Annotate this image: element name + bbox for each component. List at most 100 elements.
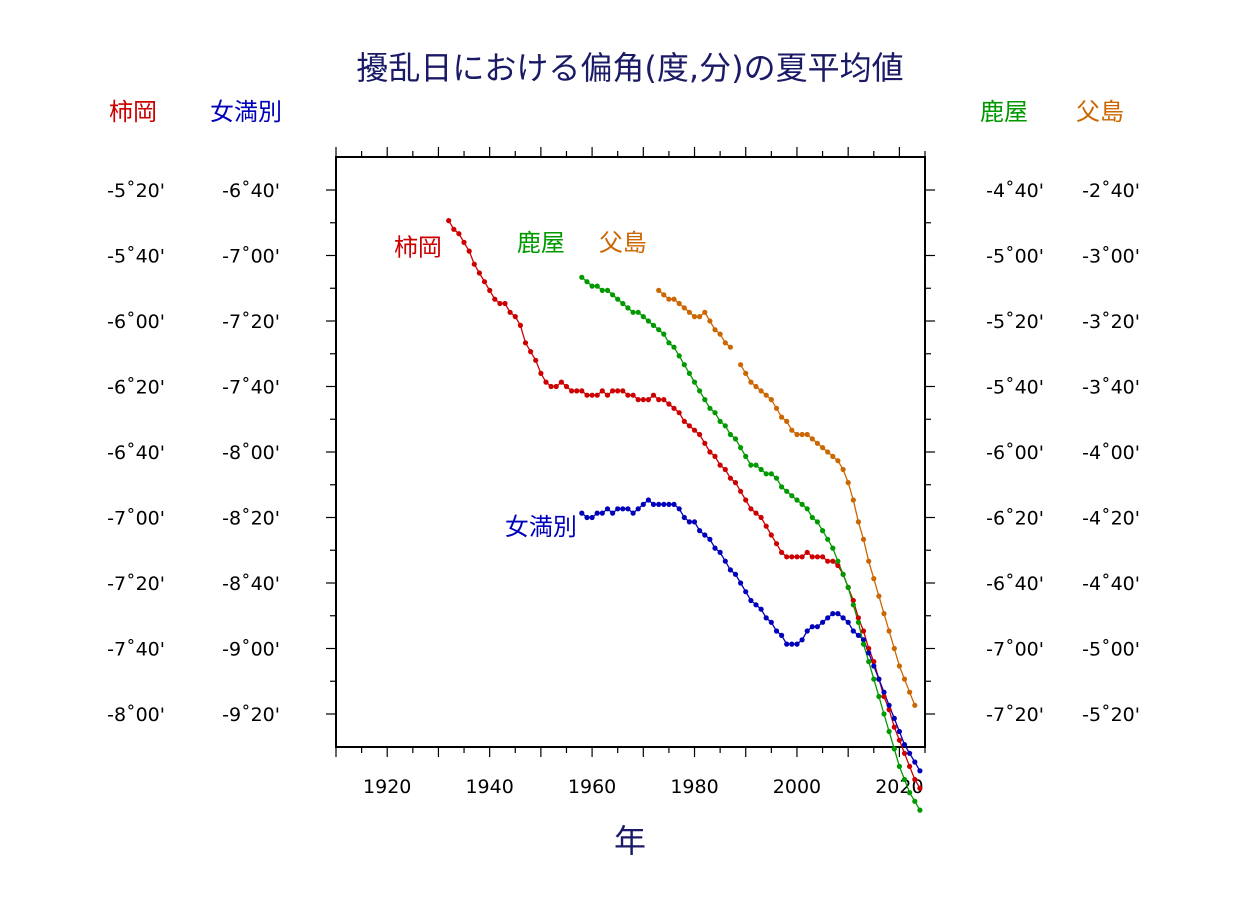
data-point bbox=[779, 414, 785, 420]
data-point bbox=[451, 226, 457, 232]
data-point bbox=[768, 619, 774, 625]
data-point bbox=[456, 231, 462, 237]
y-tick-label-left-1: -5˚20' bbox=[107, 180, 165, 202]
data-point bbox=[912, 759, 918, 765]
data-point bbox=[732, 571, 739, 577]
x-tick-label: 1980 bbox=[670, 776, 718, 798]
series-label: 鹿屋 bbox=[517, 229, 565, 257]
data-point bbox=[553, 383, 559, 390]
data-point bbox=[743, 589, 749, 595]
data-point bbox=[497, 300, 503, 307]
axis-header-right-2: 父島 bbox=[1076, 98, 1124, 126]
data-point bbox=[656, 327, 662, 333]
y-tick-label-left-1: -6˚20' bbox=[107, 377, 165, 399]
series-label: 柿岡 bbox=[394, 234, 442, 262]
data-point bbox=[625, 305, 631, 311]
data-point bbox=[722, 466, 728, 473]
data-point bbox=[722, 340, 728, 346]
data-point bbox=[522, 340, 529, 346]
data-point bbox=[881, 689, 887, 695]
y-tick-label-left-1: -5˚40' bbox=[107, 246, 165, 268]
data-point bbox=[533, 357, 539, 363]
data-point bbox=[738, 488, 744, 494]
data-point bbox=[579, 510, 585, 516]
data-point bbox=[743, 453, 749, 459]
series-label: 女満別 bbox=[505, 513, 577, 541]
data-point bbox=[645, 397, 652, 403]
data-point bbox=[779, 632, 785, 639]
data-point bbox=[487, 287, 493, 293]
data-point bbox=[917, 807, 923, 813]
series-line bbox=[581, 276, 921, 811]
data-point bbox=[676, 506, 682, 512]
data-point bbox=[896, 663, 903, 669]
data-point bbox=[896, 728, 903, 735]
data-point bbox=[676, 353, 682, 359]
y-tick-label-left-2: -6˚40' bbox=[222, 180, 280, 202]
data-point bbox=[784, 418, 790, 424]
data-point bbox=[702, 532, 708, 538]
y-tick-label-left-1: -6˚40' bbox=[107, 442, 165, 464]
data-point bbox=[804, 431, 810, 438]
data-point bbox=[830, 453, 836, 459]
data-point bbox=[727, 475, 734, 481]
y-tick-label-left-1: -6˚00' bbox=[107, 311, 165, 333]
data-point bbox=[907, 750, 913, 756]
data-point bbox=[789, 641, 795, 647]
x-tick-label: 1940 bbox=[465, 776, 513, 798]
data-point bbox=[855, 619, 862, 625]
data-point bbox=[697, 314, 703, 320]
data-point bbox=[717, 418, 723, 424]
data-point bbox=[681, 418, 687, 424]
data-point bbox=[630, 510, 636, 516]
data-point bbox=[794, 554, 800, 560]
data-point bbox=[845, 480, 851, 486]
chart-title: 擾乱日における偏角(度,分)の夏平均値 bbox=[356, 49, 903, 87]
data-point bbox=[635, 309, 641, 315]
data-point bbox=[784, 641, 790, 647]
data-point bbox=[850, 602, 856, 608]
data-point bbox=[779, 484, 785, 490]
data-point bbox=[860, 628, 867, 634]
data-point bbox=[871, 663, 877, 669]
data-point bbox=[528, 349, 534, 355]
data-point bbox=[881, 611, 887, 617]
data-point bbox=[768, 397, 774, 403]
data-point bbox=[804, 628, 810, 634]
data-point bbox=[707, 318, 713, 324]
data-point bbox=[610, 292, 616, 298]
data-point bbox=[845, 584, 851, 591]
y-tick-label-right-1: -6˚00' bbox=[986, 442, 1044, 464]
data-point bbox=[446, 218, 452, 224]
data-point bbox=[758, 388, 764, 394]
data-point bbox=[543, 379, 549, 385]
data-point bbox=[702, 397, 708, 403]
data-point bbox=[584, 392, 590, 398]
data-point bbox=[722, 558, 728, 564]
y-tick-label-right-2: -5˚20' bbox=[1082, 704, 1140, 726]
y-tick-label-left-1: -8˚00' bbox=[107, 704, 165, 726]
y-tick-label-right-2: -5˚00' bbox=[1082, 639, 1140, 661]
axis-header-left-2: 女満別 bbox=[210, 98, 282, 126]
data-point bbox=[753, 602, 759, 608]
data-point bbox=[789, 493, 795, 499]
y-tick-label-right-1: -5˚40' bbox=[986, 377, 1044, 399]
data-point bbox=[686, 423, 693, 429]
data-point bbox=[691, 379, 698, 385]
y-tick-label-right-1: -4˚40' bbox=[986, 180, 1044, 202]
data-point bbox=[907, 689, 913, 695]
y-tick-label-right-1: -7˚20' bbox=[986, 704, 1044, 726]
data-point bbox=[697, 388, 703, 394]
data-point bbox=[814, 624, 821, 630]
data-point bbox=[825, 449, 831, 455]
data-point bbox=[717, 331, 723, 337]
data-point bbox=[712, 545, 718, 551]
data-point bbox=[671, 501, 677, 507]
data-point bbox=[569, 388, 575, 394]
data-point bbox=[794, 641, 800, 647]
data-point bbox=[650, 322, 657, 328]
data-point bbox=[907, 763, 913, 770]
data-point bbox=[866, 645, 872, 652]
data-point bbox=[461, 239, 467, 245]
x-tick-label: 2000 bbox=[773, 776, 821, 798]
